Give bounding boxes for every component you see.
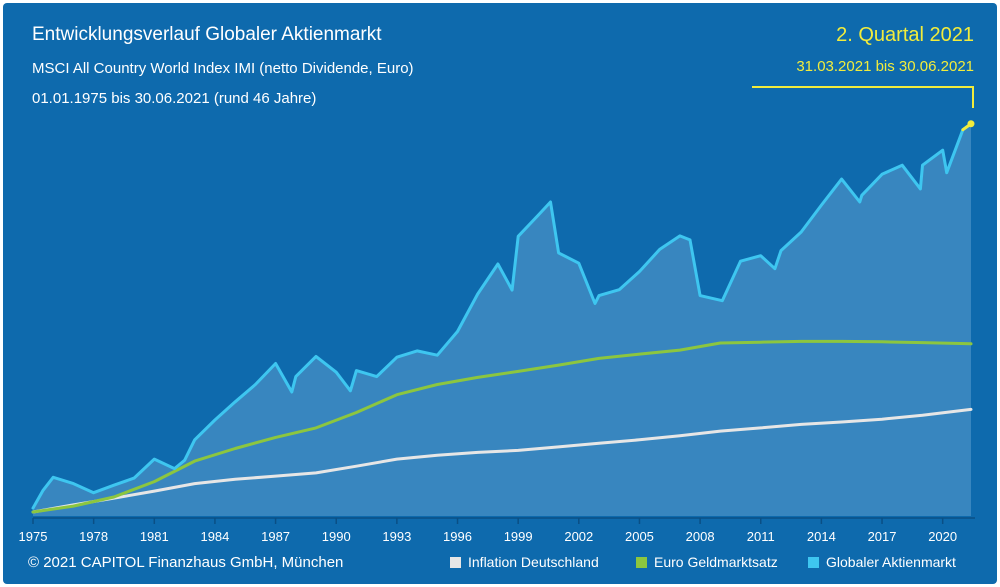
legend-label-geldmarkt: Euro Geldmarktsatz [654,554,778,570]
legend-swatch-aktienmarkt [808,556,819,568]
legend-swatch-inflation [450,556,461,568]
quarter-bracket [752,86,974,108]
x-tick-label: 1981 [140,529,169,544]
x-tick-label: 1993 [382,529,411,544]
legend-label-aktienmarkt: Globaler Aktienmarkt [826,554,956,570]
x-tick-label: 2002 [564,529,593,544]
legend-item-aktienmarkt: Globaler Aktienmarkt [808,554,956,570]
legend-item-geldmarkt: Euro Geldmarktsatz [636,554,778,570]
geldmarkt-line [31,339,973,514]
chart-period: 01.01.1975 bis 30.06.2021 (rund 46 Jahre… [32,90,317,107]
legend-label-inflation: Inflation Deutschland [468,554,599,570]
x-tick-label: 1996 [443,529,472,544]
x-axis-ticks: 1975 1978 1981 1984 1987 1990 1993 1996 1999 2002… [19,518,957,544]
x-tick-label: 1987 [261,529,290,544]
equity-area [33,123,971,517]
quarter-range: 31.03.2021 bis 30.06.2021 [796,58,974,75]
inflation-line [31,407,973,514]
series-layer [31,120,975,514]
x-tick-label: 1999 [504,529,533,544]
aktienmarkt-line [31,122,973,510]
x-tick-label: 2008 [686,529,715,544]
quarter-label: 2. Quartal 2021 [836,24,974,46]
x-tick-label: 2017 [868,529,897,544]
chart-title: Entwicklungsverlauf Globaler Aktienmarkt [32,24,382,45]
area-layer [33,123,971,517]
x-tick-label: 1975 [19,529,48,544]
copyright-note: © 2021 CAPITOL Finanzhaus GmbH, München [28,554,344,571]
legend-item-inflation: Inflation Deutschland [450,554,599,570]
x-tick-label: 1984 [200,529,229,544]
x-tick-label: 2005 [625,529,654,544]
quarter-endpoint [967,120,975,128]
x-tick-label: 1990 [322,529,351,544]
quarter-bracket-line [752,86,974,108]
x-tick-label: 2011 [747,529,775,544]
x-tick-label: 2014 [807,529,836,544]
chart-subtitle: MSCI All Country World Index IMI (netto … [32,60,414,77]
legend-swatch-geldmarkt [636,556,647,568]
x-tick-label: 2020 [928,529,957,544]
x-tick-label: 1978 [79,529,108,544]
